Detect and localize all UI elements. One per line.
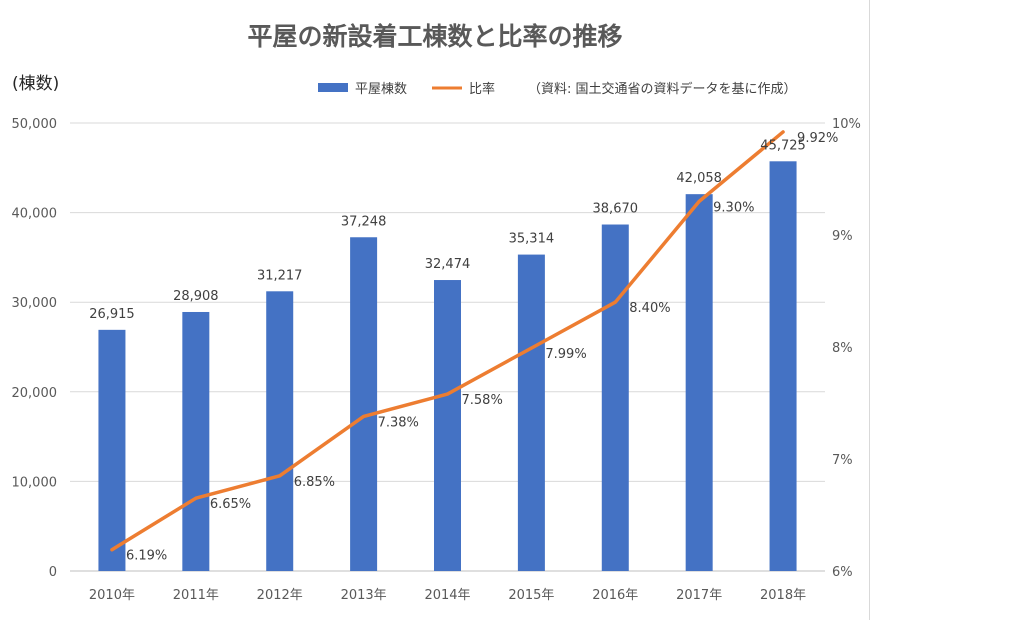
y-left-tick-label: 20,000 xyxy=(12,386,58,401)
line-value-label: 9.92% xyxy=(797,131,838,146)
legend: 平屋棟数 比率 xyxy=(318,81,495,97)
line-point xyxy=(362,414,366,418)
bar-value-label: 45,725 xyxy=(760,138,806,153)
x-tick-label: 2013年 xyxy=(341,588,387,603)
line-value-label: 7.99% xyxy=(545,347,586,362)
source-note: （資料: 国土交通省の資料データを基に作成） xyxy=(528,81,797,97)
y-left-tick-label: 10,000 xyxy=(12,475,58,490)
chart-title: 平屋の新設着工棟数と比率の推移 xyxy=(247,22,622,51)
bar-value-label: 26,915 xyxy=(89,307,135,322)
bar-value-label: 28,908 xyxy=(173,289,219,304)
y-left-tick-label: 40,000 xyxy=(12,207,58,222)
x-tick-label: 2010年 xyxy=(89,588,135,603)
y-right-tick-label: 10% xyxy=(832,117,861,132)
axes: 0 10,000 20,000 30,000 40,000 50,000 6% 7% 8% 9% 1… xyxy=(12,117,861,603)
bar xyxy=(182,311,210,571)
line-value-label: 6.65% xyxy=(210,497,251,512)
line-point xyxy=(613,300,617,304)
bar xyxy=(98,329,126,571)
x-tick-label: 2018年 xyxy=(760,588,806,603)
chart: 平屋の新設着工棟数と比率の推移 (棟数) 平屋棟数 比率 （資料: 国土交通省の… xyxy=(12,22,861,603)
x-tick-label: 2011年 xyxy=(173,588,219,603)
bar-value-label: 37,248 xyxy=(341,214,387,229)
line-value-label: 9.30% xyxy=(713,200,754,215)
bar xyxy=(434,280,461,571)
y-left-tick-label: 0 xyxy=(49,565,57,580)
line-point xyxy=(446,392,449,396)
bar xyxy=(769,161,797,571)
bar xyxy=(517,254,545,572)
bar-value-label: 38,670 xyxy=(593,202,639,217)
x-tick-label: 2015年 xyxy=(508,588,554,603)
y-right-tick-label: 7% xyxy=(832,453,853,468)
x-tick-label: 2012年 xyxy=(257,588,303,603)
bar xyxy=(601,224,629,572)
line-point xyxy=(278,474,282,478)
line-value-label: 7.38% xyxy=(378,415,419,430)
y-left-tick-label: 50,000 xyxy=(12,117,58,132)
line-series xyxy=(110,130,785,552)
x-tick-label: 2014年 xyxy=(424,588,470,603)
bar-value-label: 35,314 xyxy=(509,232,555,247)
line-value-label: 7.58% xyxy=(462,393,503,408)
bar xyxy=(350,237,378,571)
line-point xyxy=(194,496,198,500)
x-tick-label: 2016年 xyxy=(592,588,638,603)
line-point xyxy=(529,346,533,350)
bar xyxy=(685,194,713,571)
legend-label-line: 比率 xyxy=(469,81,495,97)
y-right-tick-label: 8% xyxy=(832,341,853,356)
chart-frame: 平屋の新設着工棟数と比率の推移 (棟数) 平屋棟数 比率 （資料: 国土交通省の… xyxy=(12,0,870,620)
legend-swatch-bars xyxy=(318,83,348,92)
bar-value-label: 42,058 xyxy=(676,171,722,186)
line-point xyxy=(697,199,701,203)
line-value-label: 6.19% xyxy=(126,549,167,564)
legend-label-bars: 平屋棟数 xyxy=(355,82,407,97)
bar-value-label: 31,217 xyxy=(257,268,303,283)
y-right-tick-label: 9% xyxy=(832,229,853,244)
y-left-tick-label: 30,000 xyxy=(12,296,58,311)
bar-value-label: 32,474 xyxy=(425,257,471,272)
line-point xyxy=(781,130,785,134)
bar xyxy=(266,291,294,571)
line-value-label: 8.40% xyxy=(629,301,670,316)
line-value-label: 6.85% xyxy=(294,475,335,490)
data-labels: 26,915 28,908 31,217 37,248 32,474 35,314 38,6… xyxy=(89,131,838,564)
line-point xyxy=(110,548,114,552)
y-right-tick-label: 6% xyxy=(832,565,853,580)
x-tick-label: 2017年 xyxy=(676,588,722,603)
y-axis-unit-label: (棟数) xyxy=(12,74,59,94)
bar-series xyxy=(98,161,797,572)
